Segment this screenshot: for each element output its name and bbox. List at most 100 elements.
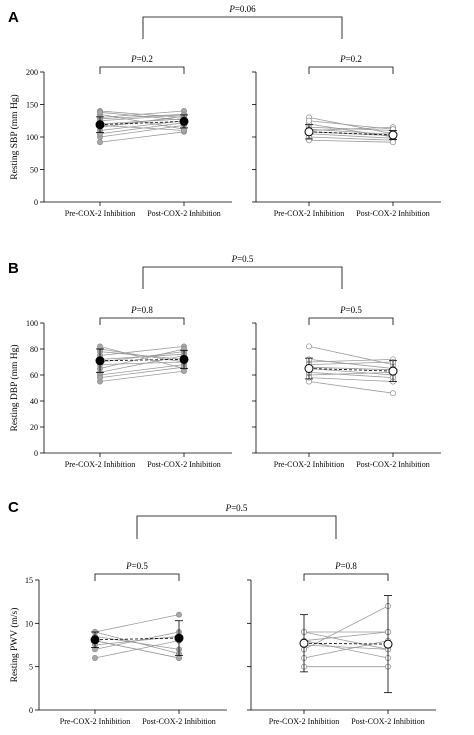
individual-point [97, 343, 103, 350]
individual-line [99, 124, 185, 131]
individual-line [99, 355, 185, 373]
between-group-p-value: P=0.5 [225, 503, 248, 513]
between-group-p-value: P=0.5 [231, 254, 254, 264]
individual-line [99, 366, 185, 378]
individual-point [176, 611, 182, 618]
mean-point [299, 638, 309, 648]
between-group-bracket [142, 266, 343, 289]
individual-line [303, 640, 389, 659]
mean-point [179, 354, 189, 364]
y-tick-label: 20 [30, 423, 38, 432]
left-subplot: 0 50 100 150 200 Pre-COX-2 Inhibition Post-COX… [26, 54, 232, 218]
right-subplot: Pre-COX-2 Inhibition Post-COX-2 Inhibitio… [252, 54, 441, 218]
individual-line [308, 359, 394, 363]
individual-line [99, 110, 185, 118]
individual-line [99, 131, 185, 143]
individual-line [99, 124, 185, 138]
individual-line [99, 111, 185, 121]
mean-point [383, 639, 393, 649]
individual-line [303, 644, 389, 650]
individual-point [97, 374, 103, 381]
within-group-bracket [303, 573, 389, 581]
mean-point [304, 127, 314, 137]
individual-line [94, 635, 180, 646]
individual-line [308, 361, 394, 365]
panel-c: C P=0.5 Resting PWV (m/s) 0 5 10 15 Pre-COX-2 I… [8, 499, 436, 726]
mean-point [90, 635, 100, 645]
y-axis-title: Resting DBP (mm Hg) [9, 345, 20, 432]
individual-line [308, 377, 394, 382]
individual-point [306, 117, 312, 124]
x-tick-label: Pre-COX-2 Inhibition [60, 717, 130, 726]
within-group-bracket [99, 317, 185, 325]
within-group-bracket [308, 317, 394, 325]
y-tick-label: 0 [34, 198, 38, 207]
mean-line [94, 637, 180, 641]
within-group-bracket [308, 66, 394, 74]
individual-line [308, 136, 394, 141]
individual-point [176, 655, 182, 661]
individual-line [308, 120, 394, 130]
x-tick-label: Pre-COX-2 Inhibition [65, 209, 135, 218]
mean-line [99, 121, 185, 126]
individual-line [99, 120, 185, 131]
individual-point [390, 139, 396, 146]
individual-point [181, 127, 187, 134]
y-tick-label: 150 [26, 101, 38, 110]
y-tick-label: 40 [30, 397, 38, 406]
individual-line [94, 631, 180, 655]
individual-line [94, 614, 180, 633]
left-subplot: 0 5 10 15 Pre-COX-2 Inhibition Post-COX-2 Inh… [25, 561, 227, 726]
mean-line [303, 642, 389, 645]
x-tick-label: Post-COX-2 Inhibition [356, 460, 430, 469]
within-group-bracket [94, 573, 180, 581]
individual-line [308, 128, 394, 135]
y-tick-label: 100 [26, 133, 38, 142]
x-tick-label: Pre-COX-2 Inhibition [65, 460, 135, 469]
right-subplot: Pre-COX-2 Inhibition Post-COX-2 Inhibitio… [252, 305, 441, 469]
individual-line [308, 126, 394, 131]
mean-point [304, 364, 314, 373]
y-tick-label: 15 [25, 576, 33, 585]
panel-letter: A [8, 9, 19, 26]
individual-line [99, 370, 185, 382]
individual-line [308, 366, 394, 371]
within-group-p-value: P=0.8 [130, 305, 153, 315]
y-tick-label: 10 [25, 619, 33, 628]
x-tick-label: Post-COX-2 Inhibition [351, 717, 425, 726]
individual-line [308, 381, 394, 394]
x-tick-label: Pre-COX-2 Inhibition [274, 460, 344, 469]
individual-point [92, 655, 98, 661]
within-group-p-value: P=0.2 [339, 54, 362, 64]
within-group-bracket [99, 66, 185, 74]
y-tick-label: 50 [30, 166, 38, 175]
individual-point [390, 390, 396, 397]
mean-line [308, 131, 394, 136]
individual-line [99, 364, 185, 376]
individual-line [99, 346, 185, 369]
individual-line [94, 640, 180, 659]
mean-point [179, 116, 189, 126]
individual-line [308, 372, 394, 376]
y-tick-label: 60 [30, 371, 38, 380]
x-tick-label: Post-COX-2 Inhibition [147, 209, 221, 218]
x-tick-label: Pre-COX-2 Inhibition [269, 717, 339, 726]
mean-point [388, 366, 398, 376]
individual-line [308, 359, 394, 369]
individual-line [303, 605, 389, 650]
individual-point [97, 109, 103, 116]
individual-line [99, 346, 185, 356]
within-group-p-value: P=0.2 [130, 54, 153, 64]
y-tick-label: 5 [29, 663, 33, 672]
individual-line [308, 139, 394, 143]
individual-line [99, 114, 185, 122]
between-group-bracket [136, 515, 337, 539]
within-group-p-value: P=0.8 [334, 561, 357, 571]
individual-line [303, 631, 389, 650]
mean-line [99, 359, 185, 362]
mean-line [308, 368, 394, 372]
panel-letter: B [8, 260, 19, 277]
panel-b: B P=0.5 Resting DBP (mm Hg) 0 20 40 60 80 100 Pre… [8, 254, 441, 469]
left-subplot: 0 20 40 60 80 100 Pre-COX-2 Inhibition Post-COX… [26, 305, 232, 469]
